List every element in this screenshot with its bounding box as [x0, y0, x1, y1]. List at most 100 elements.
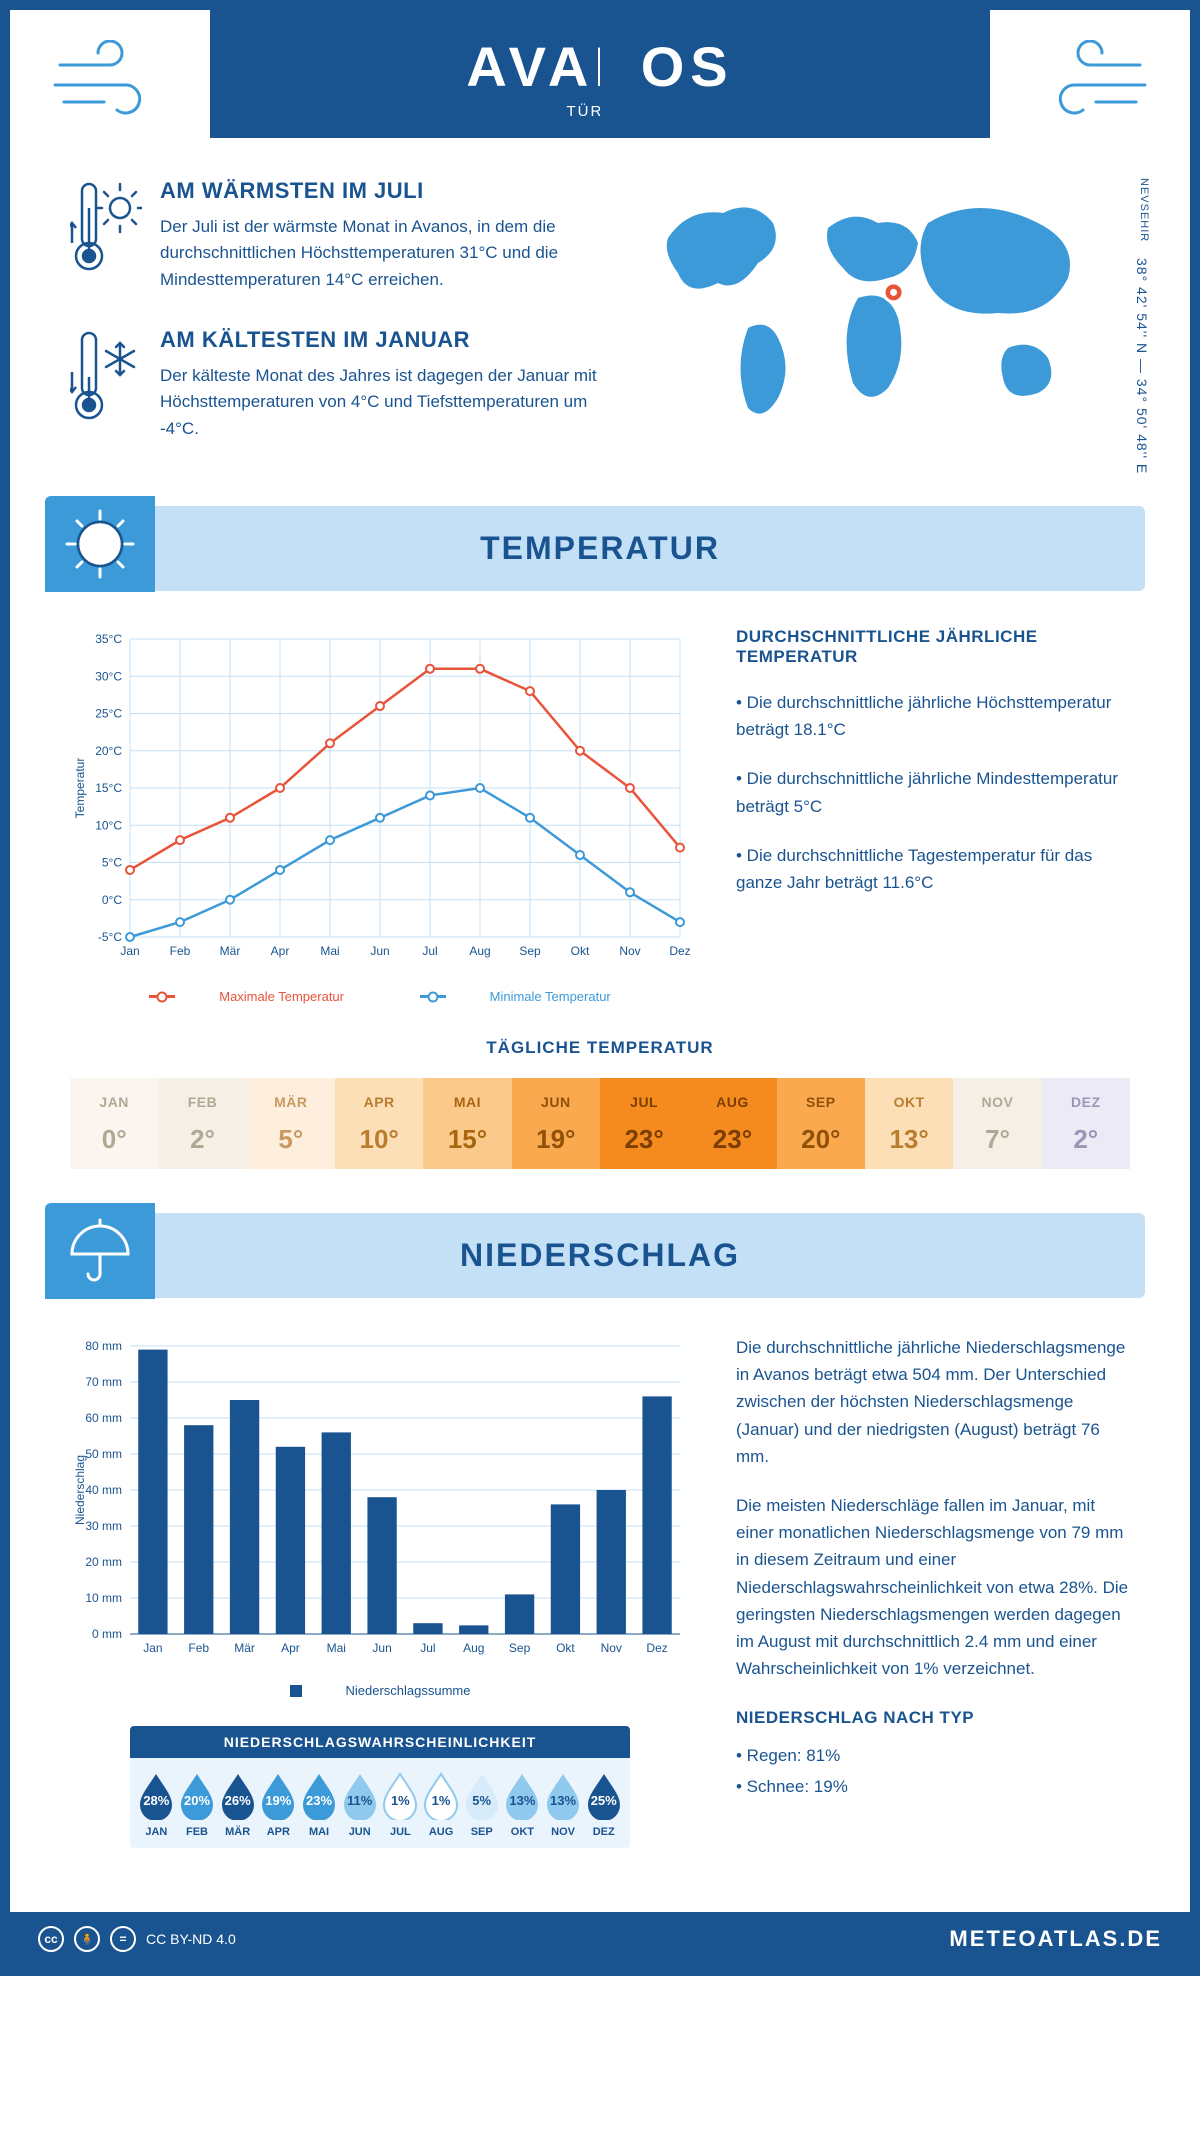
legend-max: Maximale Temperatur: [219, 989, 344, 1004]
prob-cell: 11%JUN: [339, 1772, 380, 1838]
prob-cell: 19%APR: [258, 1772, 299, 1838]
svg-text:Mär: Mär: [234, 1641, 255, 1655]
prob-cell: 1%JUL: [380, 1772, 421, 1838]
temperature-title: TEMPERATUR: [480, 530, 720, 566]
infographic-card: AVANOS TÜRKEI AM WÄRMSTEN IM JULI Der Ju…: [0, 0, 1200, 1976]
world-map: [628, 178, 1098, 438]
svg-text:Okt: Okt: [556, 1641, 575, 1655]
daily-cell: OKT13°: [865, 1078, 953, 1169]
precip-legend: Niederschlagssumme: [70, 1669, 690, 1708]
license: cc 🧍 = CC BY-ND 4.0: [38, 1926, 236, 1952]
precip-title: NIEDERSCHLAG: [460, 1237, 740, 1273]
intro-section: AM WÄRMSTEN IM JULI Der Juli ist der wär…: [10, 138, 1190, 506]
precip-probability: NIEDERSCHLAGSWAHRSCHEINLICHKEIT 28%JAN20…: [130, 1726, 630, 1848]
svg-text:-5°C: -5°C: [98, 930, 122, 944]
svg-text:35°C: 35°C: [95, 632, 122, 646]
svg-text:Dez: Dez: [669, 944, 690, 958]
daily-temperature: TÄGLICHE TEMPERATUR JAN0°FEB2°MÄR5°APR10…: [10, 1022, 1190, 1213]
svg-text:Okt: Okt: [571, 944, 590, 958]
svg-text:Sep: Sep: [519, 944, 541, 958]
svg-text:Aug: Aug: [463, 1641, 484, 1655]
daily-cell: DEZ2°: [1042, 1078, 1130, 1169]
prob-cell: 20%FEB: [177, 1772, 218, 1838]
precipitation-bar-chart: 0 mm10 mm20 mm30 mm40 mm50 mm60 mm70 mm8…: [70, 1334, 690, 1664]
prob-cell: 26%MÄR: [217, 1772, 258, 1838]
daily-cell: NOV7°: [953, 1078, 1041, 1169]
daily-cell: AUG23°: [688, 1078, 776, 1169]
umbrella-icon: [65, 1216, 135, 1286]
temp-legend: Maximale Temperatur Minimale Temperatur: [70, 972, 690, 1012]
daily-cell: SEP20°: [777, 1078, 865, 1169]
prob-cell: 25%DEZ: [583, 1772, 624, 1838]
svg-text:Sep: Sep: [509, 1641, 531, 1655]
svg-text:10 mm: 10 mm: [85, 1591, 122, 1605]
svg-text:10°C: 10°C: [95, 818, 122, 832]
sun-icon: [63, 507, 137, 581]
svg-text:Jan: Jan: [120, 944, 139, 958]
prob-cell: 1%AUG: [421, 1772, 462, 1838]
svg-text:20 mm: 20 mm: [85, 1555, 122, 1569]
svg-text:Nov: Nov: [601, 1641, 622, 1655]
warm-title: AM WÄRMSTEN IM JULI: [160, 178, 598, 204]
svg-text:Aug: Aug: [469, 944, 490, 958]
temp-bullet-1: • Die durchschnittliche jährliche Höchst…: [736, 689, 1130, 743]
daily-title: TÄGLICHE TEMPERATUR: [70, 1038, 1130, 1058]
city-title: AVANOS: [210, 34, 990, 99]
prob-cell: 13%NOV: [543, 1772, 584, 1838]
cc-icon: cc: [38, 1926, 64, 1952]
svg-text:Nov: Nov: [619, 944, 640, 958]
legend-precip: Niederschlagssumme: [346, 1683, 471, 1698]
by-icon: 🧍: [74, 1926, 100, 1952]
prob-cell: 13%OKT: [502, 1772, 543, 1838]
svg-text:25°C: 25°C: [95, 707, 122, 721]
svg-text:Niederschlag: Niederschlag: [73, 1455, 87, 1525]
svg-text:Feb: Feb: [188, 1641, 209, 1655]
thermometer-sun-icon: [70, 178, 142, 278]
license-text: CC BY-ND 4.0: [146, 1931, 236, 1947]
daily-cell: FEB2°: [158, 1078, 246, 1169]
nd-icon: =: [110, 1926, 136, 1952]
prob-cell: 23%MAI: [299, 1772, 340, 1838]
svg-text:Mai: Mai: [320, 944, 339, 958]
svg-text:Jul: Jul: [422, 944, 437, 958]
svg-text:Feb: Feb: [170, 944, 191, 958]
precip-p2: Die meisten Niederschläge fallen im Janu…: [736, 1492, 1130, 1682]
cold-fact: AM KÄLTESTEN IM JANUAR Der kälteste Mona…: [70, 327, 598, 442]
wind-icon: [1020, 40, 1150, 130]
daily-cell: APR10°: [335, 1078, 423, 1169]
temp-text-heading: DURCHSCHNITTLICHE JÄHRLICHE TEMPERATUR: [736, 627, 1130, 667]
daily-cell: JAN0°: [70, 1078, 158, 1169]
region-label: NEVSEHIR: [1138, 178, 1150, 242]
warm-fact: AM WÄRMSTEN IM JULI Der Juli ist der wär…: [70, 178, 598, 293]
svg-text:15°C: 15°C: [95, 781, 122, 795]
prob-title: NIEDERSCHLAGSWAHRSCHEINLICHKEIT: [130, 1726, 630, 1758]
svg-text:30°C: 30°C: [95, 669, 122, 683]
svg-text:0°C: 0°C: [102, 893, 122, 907]
cold-text: Der kälteste Monat des Jahres ist dagege…: [160, 363, 598, 442]
country-subtitle: TÜRKEI: [210, 103, 990, 120]
wind-icon: [50, 40, 180, 130]
temperature-line-chart: -5°C 0°C 5°C 10°C 15°C 20°C 25°C 30°C 35°C Jan Feb…: [70, 627, 690, 967]
daily-cell: MÄR5°: [247, 1078, 335, 1169]
svg-text:20°C: 20°C: [95, 744, 122, 758]
prob-cell: 28%JAN: [136, 1772, 177, 1838]
legend-min: Minimale Temperatur: [490, 989, 611, 1004]
prob-cell: 5%SEP: [461, 1772, 502, 1838]
svg-text:80 mm: 80 mm: [85, 1339, 122, 1353]
svg-text:Mai: Mai: [327, 1641, 346, 1655]
svg-text:0 mm: 0 mm: [92, 1627, 122, 1641]
svg-text:5°C: 5°C: [102, 856, 122, 870]
svg-text:60 mm: 60 mm: [85, 1411, 122, 1425]
warm-text: Der Juli ist der wärmste Monat in Avanos…: [160, 214, 598, 293]
precip-type-heading: NIEDERSCHLAG NACH TYP: [736, 1704, 1130, 1731]
svg-text:Jul: Jul: [420, 1641, 435, 1655]
header: AVANOS TÜRKEI: [210, 10, 990, 138]
svg-text:Apr: Apr: [281, 1641, 300, 1655]
brand: METEOATLAS.DE: [949, 1926, 1162, 1952]
precip-section-header: NIEDERSCHLAG: [55, 1213, 1145, 1298]
daily-cell: JUN19°: [512, 1078, 600, 1169]
svg-text:Apr: Apr: [271, 944, 290, 958]
temp-bullet-3: • Die durchschnittliche Tagestemperatur …: [736, 842, 1130, 896]
footer: cc 🧍 = CC BY-ND 4.0 METEOATLAS.DE: [10, 1912, 1190, 1966]
precip-type-2: • Schnee: 19%: [736, 1773, 1130, 1800]
